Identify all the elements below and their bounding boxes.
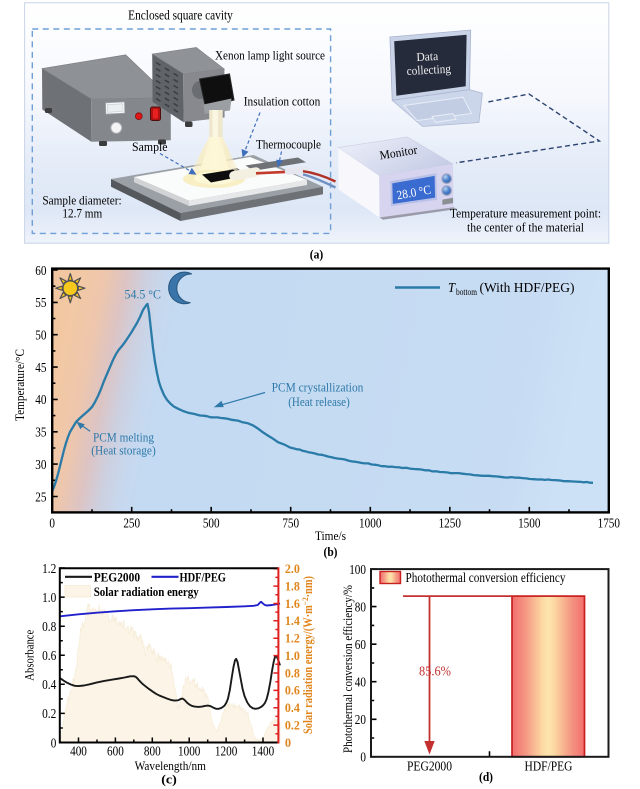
- svg-text:750: 750: [282, 517, 299, 532]
- svg-text:(b): (b): [324, 544, 338, 559]
- svg-text:T: T: [448, 280, 456, 295]
- svg-text:54.5 °C: 54.5 °C: [125, 287, 162, 302]
- svg-text:Absorbance: Absorbance: [23, 630, 37, 681]
- svg-text:100: 100: [349, 563, 366, 578]
- svg-text:20: 20: [355, 713, 366, 728]
- svg-text:1.4: 1.4: [285, 614, 300, 628]
- svg-text:PCM melting: PCM melting: [93, 430, 154, 445]
- svg-text:collecting: collecting: [406, 62, 451, 78]
- svg-text:1.6: 1.6: [285, 597, 300, 611]
- svg-text:1.2: 1.2: [285, 632, 300, 646]
- svg-text:40: 40: [355, 676, 366, 691]
- svg-text:400: 400: [70, 744, 87, 759]
- svg-text:1400: 1400: [252, 744, 274, 759]
- svg-text:60: 60: [355, 638, 366, 653]
- svg-text:0: 0: [285, 736, 291, 750]
- svg-text:bottom: bottom: [456, 288, 477, 298]
- svg-text:50: 50: [35, 329, 46, 344]
- svg-text:Sample: Sample: [132, 139, 168, 154]
- svg-text:40: 40: [35, 393, 46, 408]
- svg-text:PEG2000: PEG2000: [407, 759, 452, 774]
- svg-text:PCM crystallization: PCM crystallization: [272, 380, 364, 395]
- svg-text:1200: 1200: [215, 744, 237, 759]
- svg-text:1000: 1000: [359, 517, 381, 532]
- svg-text:1.0: 1.0: [42, 591, 56, 606]
- svg-text:0.8: 0.8: [285, 666, 300, 680]
- svg-text:0.4: 0.4: [42, 678, 56, 693]
- svg-text:80: 80: [355, 600, 366, 615]
- svg-text:55: 55: [35, 296, 46, 311]
- svg-text:PEG2000: PEG2000: [94, 569, 140, 584]
- svg-text:0.4: 0.4: [285, 701, 300, 715]
- svg-text:the center of the material: the center of the material: [467, 221, 584, 235]
- svg-text:1.8: 1.8: [285, 579, 300, 593]
- svg-text:HDF/PEG: HDF/PEG: [180, 569, 226, 584]
- svg-text:Solar radiation energy/(W·m−2·: Solar radiation energy/(W·m−2·nm): [300, 576, 315, 734]
- svg-text:(With HDF/PEG): (With HDF/PEG): [480, 280, 575, 295]
- svg-text:Monitor: Monitor: [379, 143, 419, 163]
- svg-text:Enclosed square cavity: Enclosed square cavity: [128, 8, 233, 23]
- svg-text:1.0: 1.0: [285, 649, 300, 663]
- svg-text:0.6: 0.6: [285, 684, 300, 698]
- svg-text:35: 35: [35, 426, 46, 441]
- svg-text:1.2: 1.2: [42, 562, 56, 577]
- svg-text:Photothermal conversion effici: Photothermal conversion efficiency: [406, 570, 566, 585]
- svg-text:28.0 °C: 28.0 °C: [396, 183, 432, 203]
- svg-text:250: 250: [123, 517, 140, 532]
- svg-text:(Heat release): (Heat release): [288, 394, 350, 409]
- svg-text:Thermocouple: Thermocouple: [256, 137, 321, 152]
- svg-text:45: 45: [35, 361, 46, 376]
- svg-text:0.6: 0.6: [42, 649, 56, 664]
- svg-text:(c): (c): [161, 772, 177, 787]
- svg-text:0: 0: [49, 517, 55, 532]
- svg-text:Sample diameter:: Sample diameter:: [42, 193, 121, 207]
- svg-text:Insulation cotton: Insulation cotton: [244, 94, 321, 109]
- svg-text:Solar radiation energy: Solar radiation energy: [94, 584, 199, 599]
- svg-text:Temperature/°C: Temperature/°C: [13, 349, 27, 421]
- svg-text:0: 0: [360, 751, 366, 766]
- svg-text:30: 30: [35, 458, 46, 473]
- svg-text:Temperature measurement point:: Temperature measurement point:: [450, 207, 601, 221]
- svg-text:Xenon lamp light source: Xenon lamp light source: [215, 48, 325, 63]
- svg-text:1000: 1000: [178, 744, 200, 759]
- svg-text:0.2: 0.2: [285, 718, 300, 732]
- svg-text:Photothermal conversion effici: Photothermal conversion efficiency/%: [341, 585, 355, 753]
- svg-text:(a): (a): [310, 246, 324, 261]
- svg-text:1500: 1500: [518, 517, 540, 532]
- svg-text:(Heat storage): (Heat storage): [91, 442, 156, 457]
- svg-text:Time/s: Time/s: [315, 529, 346, 543]
- svg-text:0.2: 0.2: [42, 707, 56, 722]
- svg-text:25: 25: [35, 490, 46, 505]
- svg-text:Data: Data: [416, 49, 439, 64]
- svg-text:500: 500: [203, 517, 220, 532]
- svg-text:(d): (d): [479, 769, 493, 784]
- svg-text:85.6%: 85.6%: [419, 664, 451, 679]
- svg-text:1250: 1250: [439, 517, 461, 532]
- svg-text:2.0: 2.0: [285, 562, 300, 576]
- svg-text:0.8: 0.8: [42, 620, 56, 635]
- svg-text:0: 0: [51, 736, 57, 751]
- svg-text:800: 800: [144, 744, 161, 759]
- svg-text:600: 600: [107, 744, 124, 759]
- svg-text:12.7 mm: 12.7 mm: [62, 206, 102, 220]
- svg-text:1750: 1750: [598, 517, 620, 532]
- svg-text:60: 60: [35, 264, 46, 279]
- svg-text:HDF/PEG: HDF/PEG: [525, 759, 573, 774]
- svg-text:Wavelength/nm: Wavelength/nm: [135, 759, 206, 773]
